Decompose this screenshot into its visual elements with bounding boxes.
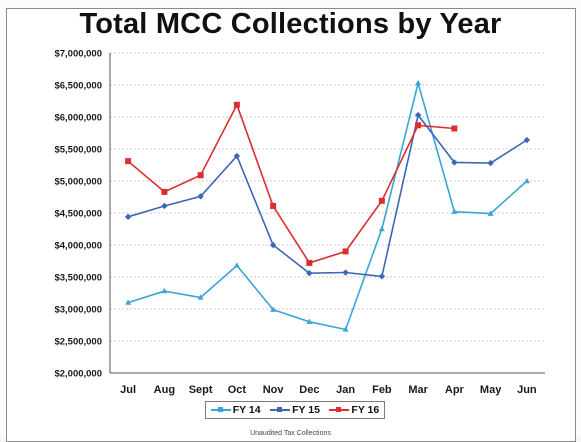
y-tick-label: $2,500,000 (54, 337, 102, 348)
y-tick-label: $2,000,000 (54, 369, 102, 380)
series-line (127, 113, 528, 278)
data-point (233, 152, 241, 160)
data-point (342, 326, 349, 332)
data-point (233, 262, 240, 268)
y-tick-label: $4,500,000 (54, 209, 102, 220)
data-point (487, 159, 494, 167)
y-tick-label: $6,500,000 (54, 81, 102, 92)
x-tick-label: Jan (336, 384, 355, 396)
legend-swatch (329, 406, 350, 414)
x-tick-label: Feb (372, 384, 392, 396)
series-line (127, 79, 528, 331)
data-point (342, 248, 349, 255)
x-tick-label: Sept (189, 384, 213, 396)
data-point (523, 177, 530, 184)
data-point (414, 111, 422, 119)
y-tick-label: $5,500,000 (54, 145, 102, 156)
data-point (125, 299, 132, 305)
data-point (415, 122, 422, 129)
data-point (197, 193, 204, 200)
legend-item: FY 15 (270, 404, 320, 416)
data-point (233, 101, 240, 108)
y-tick-label: $4,000,000 (54, 241, 102, 252)
data-point (523, 136, 531, 144)
data-point (342, 269, 349, 276)
x-tick-label: Jun (517, 384, 537, 396)
legend-label: FY 16 (351, 404, 380, 416)
data-point (269, 241, 277, 249)
data-point (270, 202, 277, 209)
data-point (451, 125, 458, 132)
x-tick-label: Nov (263, 384, 285, 396)
x-tick-label: Apr (445, 384, 465, 396)
data-point (487, 210, 494, 216)
legend-swatch (270, 406, 291, 414)
data-point (306, 318, 313, 324)
x-tick-label: Mar (408, 384, 428, 396)
legend-label: FY 14 (232, 404, 261, 416)
data-point (306, 259, 313, 266)
data-point (161, 188, 168, 195)
x-tick-label: Dec (299, 384, 319, 396)
x-tick-label: Aug (154, 384, 175, 396)
data-point (306, 269, 313, 277)
chart-title: Total MCC Collections by Year (79, 8, 502, 40)
data-point (378, 273, 386, 280)
data-point (451, 159, 458, 166)
y-tick-label: $7,000,000 (54, 49, 102, 60)
y-tick-label: $3,500,000 (54, 273, 102, 284)
data-point (197, 172, 204, 179)
footnote: Unaudited Tax Collections (250, 430, 331, 437)
data-point (451, 208, 458, 214)
data-point (197, 294, 204, 300)
data-point (270, 306, 277, 312)
x-tick-label: Jul (120, 384, 136, 396)
legend-label: FY 15 (292, 404, 320, 416)
data-point (161, 202, 168, 210)
legend-swatch (210, 406, 231, 414)
data-point (161, 287, 168, 294)
y-tick-label: $3,000,000 (54, 305, 102, 316)
chart-legend: FY 14 FY 15 FY 16 (205, 401, 385, 419)
x-tick-label: Oct (228, 384, 247, 396)
data-point (378, 197, 385, 204)
y-tick-label: $5,000,000 (54, 177, 102, 188)
data-point (378, 225, 385, 232)
series-line (127, 102, 455, 264)
legend-item: FY 16 (329, 404, 379, 416)
data-point (415, 79, 422, 86)
data-point (125, 158, 132, 165)
data-point (124, 213, 132, 221)
x-tick-label: May (480, 384, 502, 396)
legend-item: FY 14 (210, 404, 261, 416)
chart-frame (6, 8, 576, 442)
y-tick-label: $6,000,000 (54, 113, 102, 124)
